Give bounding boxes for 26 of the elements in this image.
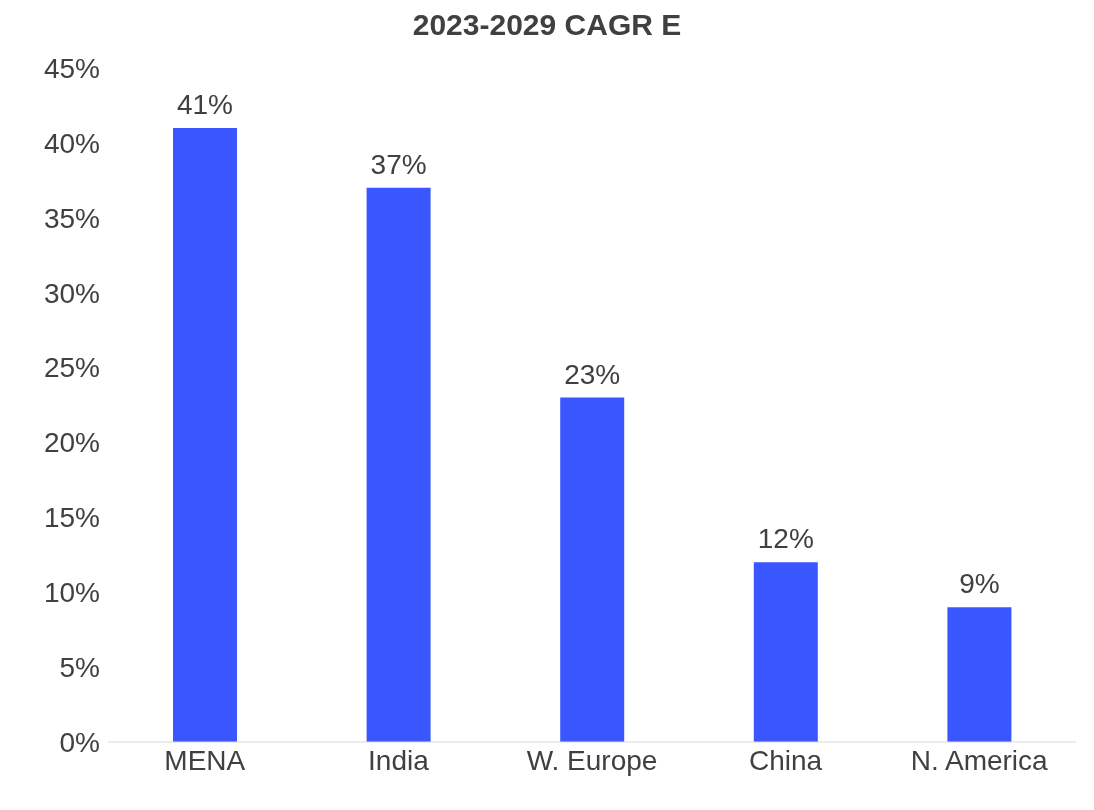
bar <box>947 607 1012 742</box>
y-tick-label: 15% <box>43 502 100 534</box>
bar <box>173 127 237 742</box>
data-label: 23% <box>564 358 621 390</box>
y-tick-label: 10% <box>43 577 100 609</box>
y-tick-label: 20% <box>43 427 100 459</box>
bar <box>366 187 431 742</box>
x-tick-label: N. America <box>910 744 1049 776</box>
y-tick-label: 40% <box>43 127 100 159</box>
bar <box>753 562 818 742</box>
data-label: 9% <box>959 568 1000 600</box>
y-tick-label: 5% <box>59 652 100 684</box>
y-tick-label: 35% <box>43 202 100 234</box>
y-tick-label: 25% <box>43 352 100 384</box>
y-tick-label: 0% <box>59 726 100 758</box>
x-tick-label: MENA <box>164 744 246 776</box>
data-label: 37% <box>370 148 427 180</box>
chart-title: 2023-2029 CAGR E <box>411 8 683 43</box>
x-tick-label: W. Europe <box>526 744 658 776</box>
bar <box>560 397 625 742</box>
y-tick-label: 30% <box>43 277 100 309</box>
data-label: 41% <box>176 88 234 120</box>
data-label: 12% <box>757 523 814 555</box>
x-tick-label: India <box>368 744 430 776</box>
x-tick-label: China <box>749 744 823 776</box>
y-tick-label: 45% <box>43 52 100 84</box>
